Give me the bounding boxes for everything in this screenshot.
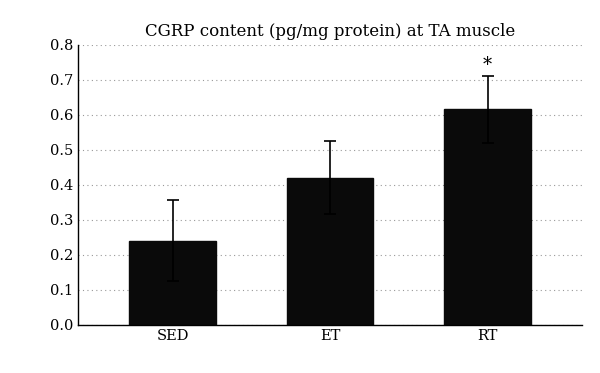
Text: *: * bbox=[483, 56, 492, 75]
Bar bbox=[129, 241, 216, 325]
Bar bbox=[287, 178, 373, 325]
Bar bbox=[444, 109, 531, 325]
Title: CGRP content (pg/mg protein) at TA muscle: CGRP content (pg/mg protein) at TA muscl… bbox=[145, 23, 515, 40]
